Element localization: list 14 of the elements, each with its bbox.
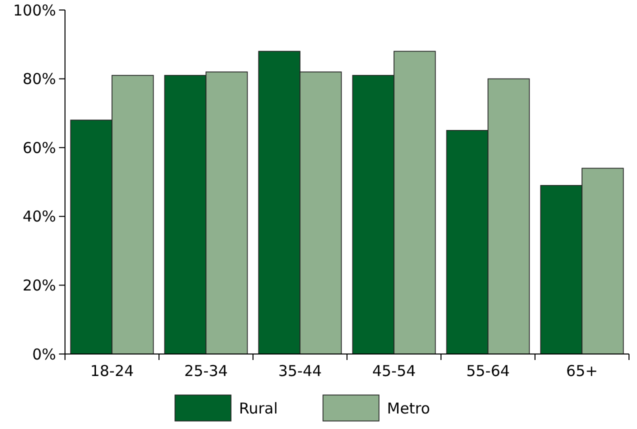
x-tick-label: 25-34 — [184, 362, 228, 380]
x-tick-label: 35-44 — [278, 362, 322, 380]
x-tick-label: 55-64 — [466, 362, 510, 380]
legend-label: Metro — [387, 399, 430, 418]
legend-label: Rural — [239, 399, 278, 418]
y-tick-label: 0% — [32, 345, 56, 364]
y-tick-label: 80% — [22, 70, 56, 88]
x-tick-label: 65+ — [566, 362, 598, 380]
y-tick-label: 40% — [22, 208, 56, 226]
y-tick-label: 100% — [13, 1, 56, 20]
x-tick-label: 45-54 — [372, 362, 416, 380]
y-tick-label: 20% — [22, 276, 56, 294]
y-tick-label: 60% — [22, 138, 56, 157]
x-tick-label: 18-24 — [90, 362, 134, 380]
